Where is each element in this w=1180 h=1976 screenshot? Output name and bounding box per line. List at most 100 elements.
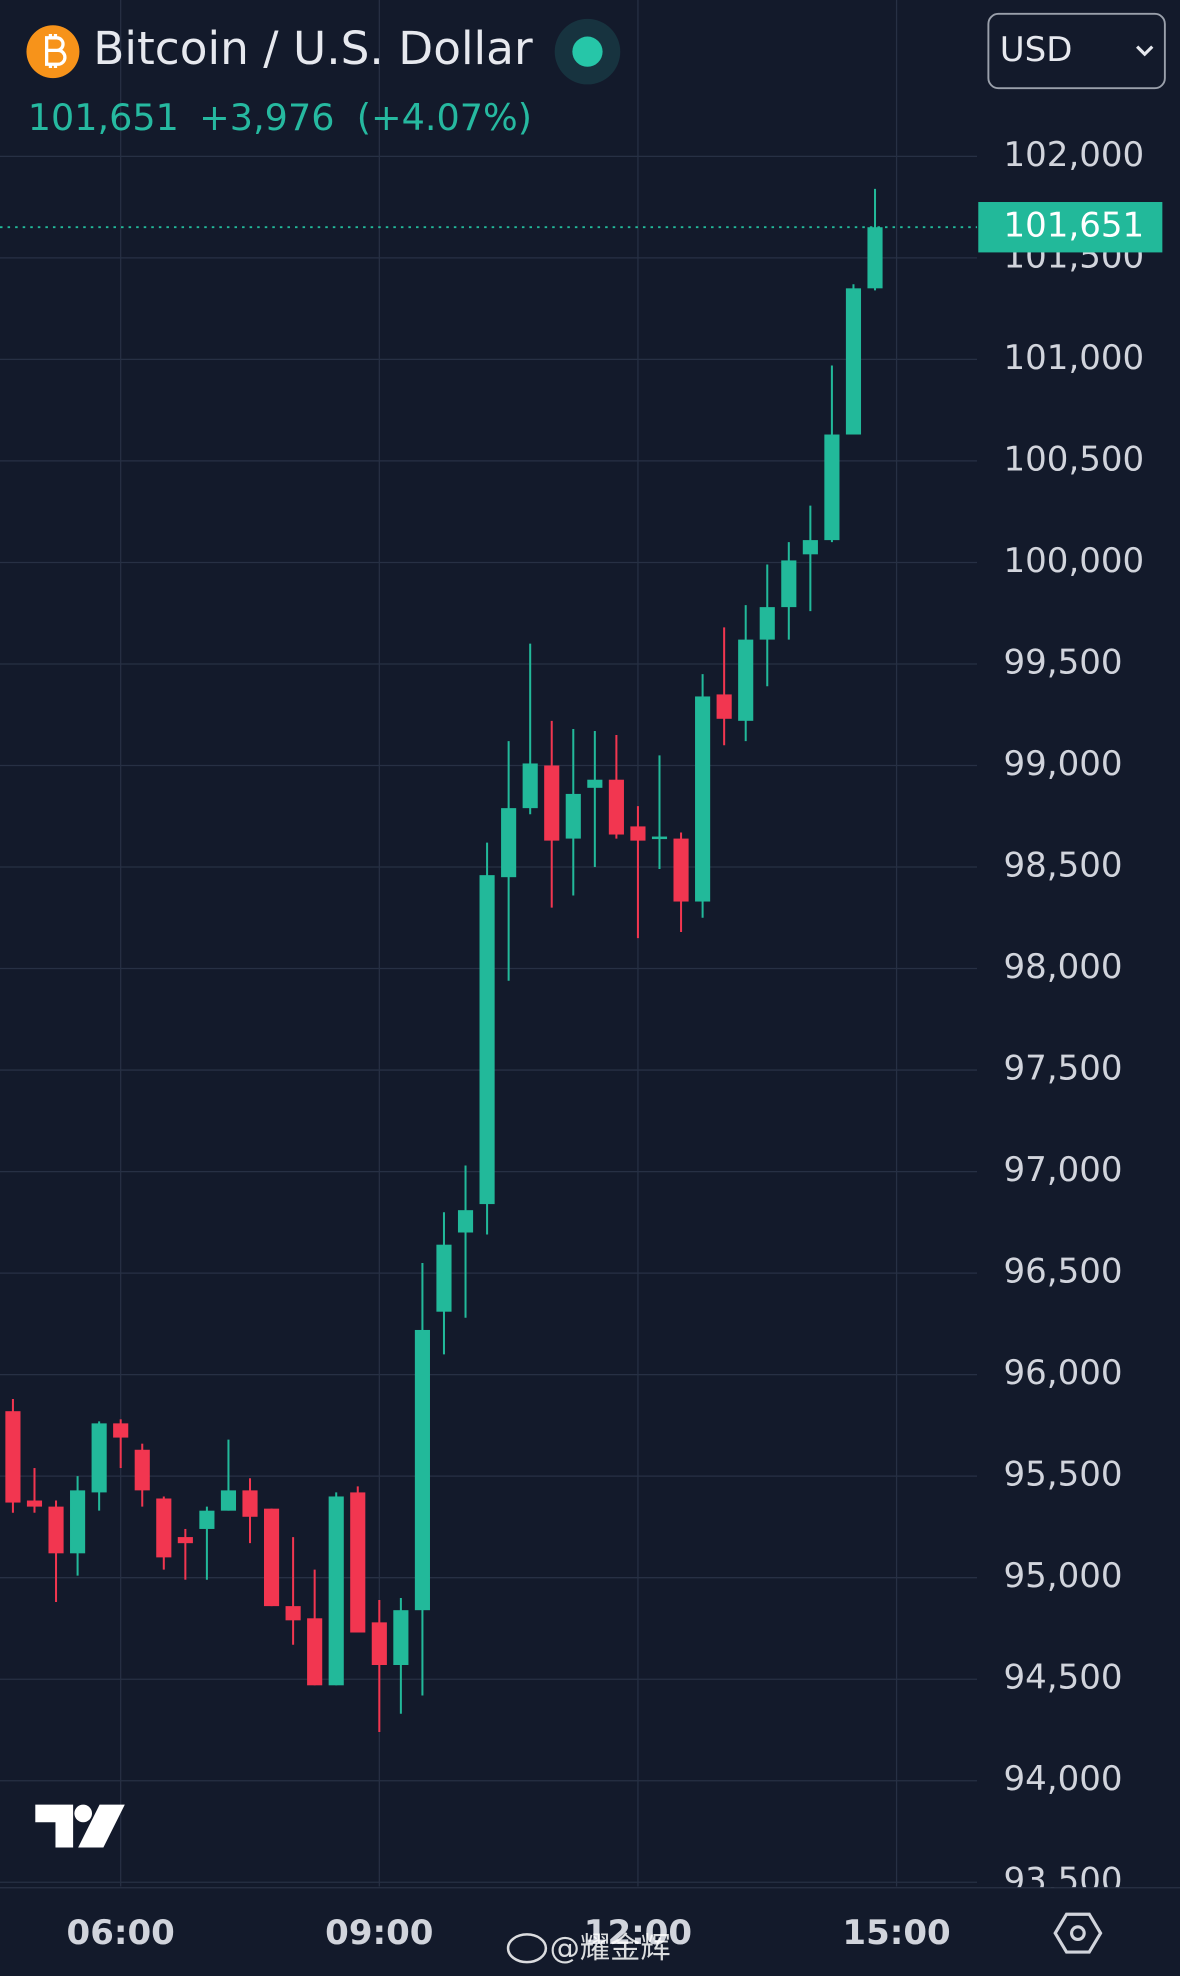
candle: [48, 1500, 64, 1603]
candle-body: [436, 1244, 452, 1312]
candle-body: [824, 434, 840, 541]
candle-body: [285, 1606, 301, 1621]
candle: [501, 741, 517, 981]
chart-title: Bitcoin / U.S. Dollar: [93, 22, 533, 75]
y-tick-label: 100,500: [1004, 439, 1145, 479]
y-tick-label: 95,500: [1004, 1455, 1123, 1495]
candle-body: [479, 875, 495, 1205]
candle-body: [630, 826, 646, 841]
y-tick-label: 98,500: [1004, 846, 1123, 886]
candle: [242, 1478, 258, 1544]
candle-body: [393, 1610, 409, 1665]
candle-body: [199, 1510, 215, 1529]
candle: [522, 643, 538, 815]
candle-body: [457, 1210, 474, 1233]
candle: [867, 188, 883, 291]
candle: [651, 755, 668, 870]
candle-body: [651, 836, 668, 840]
candle: [845, 284, 862, 435]
candle-body: [695, 696, 711, 902]
x-tick-label: 12:00: [584, 1913, 692, 1953]
candle: [307, 1569, 323, 1686]
dropdown-box[interactable]: [987, 12, 1166, 90]
price-line: 101,651: [0, 202, 1163, 253]
candle-body: [587, 779, 603, 788]
candle-body: [759, 607, 775, 640]
candle: [177, 1528, 193, 1580]
candle: [328, 1492, 344, 1686]
candle-body: [156, 1498, 172, 1558]
y-tick-label: 97,500: [1004, 1049, 1123, 1089]
candle: [371, 1600, 387, 1733]
candle: [199, 1506, 215, 1580]
candle-body: [5, 1411, 21, 1503]
candle-body: [48, 1506, 64, 1554]
y-tick-label: 102,000: [1004, 135, 1145, 175]
candle: [695, 674, 711, 918]
candle-body: [134, 1449, 150, 1491]
y-tick-label: 99,000: [1004, 744, 1123, 784]
candle: [781, 542, 797, 640]
candle: [285, 1537, 301, 1645]
candle: [479, 842, 495, 1235]
x-axis-panel: [0, 1887, 1180, 1976]
candle: [738, 605, 754, 742]
candle: [544, 720, 560, 908]
candle: [134, 1443, 150, 1507]
dropdown-chevron[interactable]: [1136, 45, 1154, 57]
candle-body: [867, 227, 883, 289]
candles: [5, 188, 883, 1733]
candle: [220, 1439, 237, 1511]
settings-button[interactable]: [1053, 1912, 1103, 1954]
tv-logo-dot: [74, 1804, 93, 1823]
candle: [113, 1419, 129, 1469]
candle: [673, 832, 689, 932]
candle-body: [845, 288, 862, 435]
candle-body: [242, 1490, 258, 1517]
header-change-pct: (+4.07%): [357, 96, 532, 139]
candle-body: [565, 793, 581, 839]
candle: [716, 627, 732, 746]
candle-body: [70, 1490, 86, 1554]
y-tick-label: 98,000: [1004, 947, 1123, 987]
candle-body: [113, 1423, 129, 1438]
candle: [91, 1421, 107, 1511]
candle: [156, 1496, 172, 1570]
candle-body: [26, 1500, 43, 1507]
x-axis: 06:00 09:00 12:00 15:00: [67, 1913, 951, 1953]
candle-body: [307, 1618, 323, 1686]
y-tick-label: 97,000: [1004, 1150, 1123, 1190]
candle-body: [802, 540, 818, 555]
candle-body: [263, 1508, 280, 1607]
candle-body: [738, 639, 754, 721]
candle: [5, 1399, 21, 1513]
settings-center[interactable]: [1070, 1925, 1086, 1942]
candle: [70, 1476, 86, 1576]
dropdown-label[interactable]: USD: [1000, 30, 1073, 70]
candle-body: [371, 1622, 387, 1665]
candle-body: [544, 765, 560, 841]
candle: [759, 564, 775, 687]
x-tick-label: 06:00: [67, 1913, 175, 1953]
candle-body: [608, 779, 624, 835]
candle-body: [328, 1496, 344, 1686]
candle: [630, 806, 646, 939]
y-axis: 93,50094,00094,50095,00095,50096,00096,5…: [1004, 135, 1145, 1901]
candle: [587, 730, 603, 868]
candle-body: [673, 838, 689, 902]
y-tick-label: 100,000: [1004, 541, 1145, 581]
y-tick-label: 96,500: [1004, 1252, 1123, 1292]
candle: [457, 1165, 474, 1318]
header-price: 101,651: [28, 96, 179, 139]
candle: [414, 1262, 430, 1696]
tv-logo: [35, 1804, 125, 1848]
candle: [565, 728, 581, 896]
y-tick-label: 94,000: [1004, 1759, 1123, 1799]
settings-hexagon[interactable]: [1053, 1912, 1103, 1954]
candle: [263, 1508, 280, 1607]
currency-dropdown[interactable]: USD: [987, 12, 1166, 90]
candle: [26, 1468, 43, 1513]
